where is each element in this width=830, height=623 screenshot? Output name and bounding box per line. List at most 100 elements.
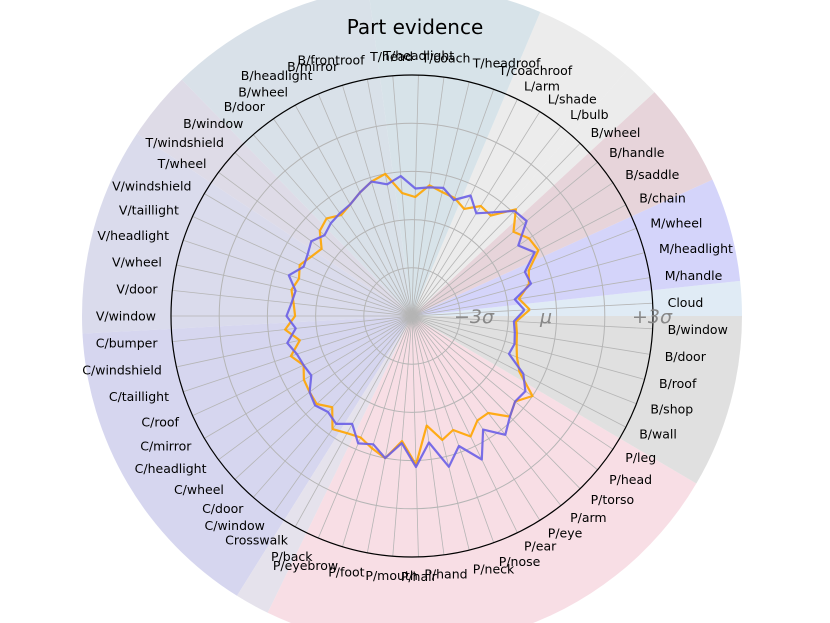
category-label: P/ear (524, 539, 557, 554)
grid-spoke (176, 264, 413, 317)
grid-spoke (411, 143, 581, 317)
category-label: B/window (668, 322, 728, 337)
sector-wedge (82, 133, 412, 334)
category-label: B/shop (650, 402, 693, 417)
sector-wedge (82, 316, 412, 596)
grid-spoke (411, 315, 541, 521)
category-label: V/door (116, 281, 158, 296)
grid-spoke (342, 85, 413, 317)
grid-spoke (411, 315, 653, 330)
category-label: P/hair (401, 569, 438, 584)
category-label: T/coach (421, 50, 471, 65)
category-label: B/chain (639, 191, 686, 206)
grid-spoke (411, 315, 581, 489)
category-label: Cloud (668, 295, 704, 310)
category-label: T/coachroof (498, 63, 573, 78)
category-label: P/hand (424, 567, 467, 582)
grid-spoke (411, 81, 470, 317)
sector-wedge (412, 92, 713, 316)
category-label: T/windshield (144, 135, 223, 150)
category-label: B/handle (609, 145, 665, 160)
grid-spoke (392, 75, 413, 317)
grid-spoke (218, 315, 413, 461)
grid-spoke (176, 315, 413, 368)
outer-circle (170, 74, 654, 558)
category-label: V/taillight (119, 203, 179, 218)
grid-spoke (411, 161, 598, 317)
category-label: L/bulb (570, 107, 609, 122)
grid-spoke (234, 152, 413, 317)
sector-wedge (412, 11, 630, 317)
category-label: V/headlight (97, 228, 169, 243)
sector-wedge (236, 316, 412, 613)
grid-spoke (366, 79, 413, 317)
category-label: V/window (96, 309, 156, 324)
category-label: T/head (369, 49, 413, 64)
grid-spoke (342, 315, 413, 547)
grid-spoke (411, 315, 614, 450)
grid-spoke (234, 315, 413, 480)
grid-spoke (411, 126, 562, 317)
grid-spoke (411, 315, 470, 551)
category-label: V/windshield (112, 179, 191, 194)
category-label: P/eye (548, 526, 583, 541)
sector-wedge (181, 0, 412, 316)
category-label: B/wall (639, 427, 677, 442)
grid-spoke (411, 89, 495, 317)
category-label: C/roof (141, 414, 179, 429)
grid-spoke (411, 277, 650, 317)
sector-wedge (412, 179, 741, 316)
grid-spoke (192, 315, 413, 416)
grid-spoke (294, 104, 413, 317)
chart-title: Part evidence (347, 15, 484, 39)
grid-spoke (411, 75, 419, 317)
grid-spoke (411, 315, 518, 533)
ring-label: −3σ (454, 306, 495, 328)
category-label: C/window (205, 518, 265, 533)
category-label: B/door (665, 349, 707, 364)
grid-spoke (392, 315, 413, 557)
category-label: L/arm (524, 78, 560, 93)
category-label: B/wheel (591, 125, 641, 140)
grid-spoke (192, 216, 413, 317)
category-label: B/roof (659, 376, 697, 391)
category-label: P/head (609, 472, 652, 487)
grid-spoke (204, 315, 413, 439)
sector-wedge (369, 0, 541, 316)
grid-spoke (411, 315, 598, 471)
grid-spoke (252, 134, 413, 317)
series-line (284, 172, 540, 466)
category-label: B/window (183, 116, 243, 131)
grid-spoke (411, 182, 614, 317)
grid-spoke (273, 315, 413, 514)
category-label: T/headlight (382, 48, 454, 63)
grid-spoke (411, 77, 445, 317)
sector-wedge (137, 79, 412, 316)
category-label: P/nose (499, 554, 541, 569)
category-label: B/door (224, 99, 266, 114)
sector-wedge (412, 316, 742, 484)
category-label: M/wheel (650, 215, 702, 230)
ring-labels: −3σ μ +3σ (454, 306, 673, 328)
category-label: C/taillight (109, 389, 169, 404)
grid-spoke (294, 315, 413, 528)
category-label: B/frontroof (298, 52, 366, 67)
category-label: P/back (271, 549, 313, 564)
category-label: P/mouth (365, 568, 417, 583)
grid-spoke (411, 204, 627, 317)
sector-wedge (267, 316, 697, 623)
grid-spoke (411, 315, 637, 405)
grid-spoke (218, 171, 413, 317)
category-label: M/handle (665, 268, 723, 283)
category-label: L/shade (548, 92, 597, 107)
series-line (285, 175, 536, 469)
category-labels: Cloud M/handle M/headlight M/wheel B/chain B/… (82, 48, 733, 584)
ring-label: +3σ (632, 306, 673, 328)
grid-spoke (411, 315, 562, 506)
category-label: B/headlight (241, 68, 313, 83)
category-label: T/headroof (472, 55, 541, 70)
ring-label: μ (539, 306, 552, 328)
category-label: P/eyebrow (273, 558, 338, 573)
grid-spoke (172, 315, 413, 343)
